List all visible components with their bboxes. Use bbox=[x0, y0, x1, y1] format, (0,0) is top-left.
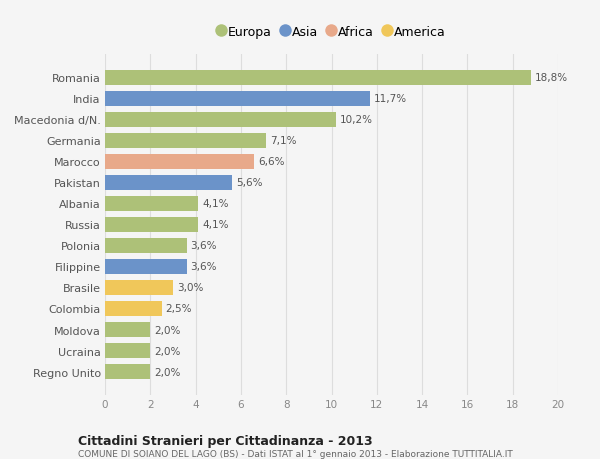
Text: 3,6%: 3,6% bbox=[191, 241, 217, 251]
Bar bbox=[105, 322, 151, 337]
Bar bbox=[105, 71, 531, 86]
Bar bbox=[105, 343, 151, 358]
Text: 18,8%: 18,8% bbox=[535, 73, 568, 83]
Text: 10,2%: 10,2% bbox=[340, 115, 373, 125]
Bar bbox=[105, 301, 161, 316]
Text: 2,0%: 2,0% bbox=[154, 367, 181, 377]
Text: 4,1%: 4,1% bbox=[202, 199, 229, 209]
Bar bbox=[105, 175, 232, 190]
Bar bbox=[105, 238, 187, 253]
Text: 11,7%: 11,7% bbox=[374, 94, 407, 104]
Bar bbox=[105, 364, 151, 379]
Text: 2,0%: 2,0% bbox=[154, 325, 181, 335]
Legend: Europa, Asia, Africa, America: Europa, Asia, Africa, America bbox=[212, 21, 451, 44]
Bar bbox=[105, 154, 254, 169]
Bar bbox=[105, 280, 173, 296]
Text: 5,6%: 5,6% bbox=[236, 178, 262, 188]
Text: 7,1%: 7,1% bbox=[270, 136, 296, 146]
Text: 3,0%: 3,0% bbox=[177, 283, 203, 293]
Bar bbox=[105, 218, 198, 232]
Text: 2,0%: 2,0% bbox=[154, 346, 181, 356]
Text: Cittadini Stranieri per Cittadinanza - 2013: Cittadini Stranieri per Cittadinanza - 2… bbox=[78, 434, 373, 447]
Bar bbox=[105, 134, 266, 149]
Bar bbox=[105, 259, 187, 274]
Bar bbox=[105, 112, 336, 128]
Text: 3,6%: 3,6% bbox=[191, 262, 217, 272]
Text: 4,1%: 4,1% bbox=[202, 220, 229, 230]
Bar bbox=[105, 91, 370, 106]
Text: 6,6%: 6,6% bbox=[259, 157, 285, 167]
Bar bbox=[105, 196, 198, 212]
Text: 2,5%: 2,5% bbox=[166, 304, 192, 314]
Text: COMUNE DI SOIANO DEL LAGO (BS) - Dati ISTAT al 1° gennaio 2013 - Elaborazione TU: COMUNE DI SOIANO DEL LAGO (BS) - Dati IS… bbox=[78, 449, 513, 458]
